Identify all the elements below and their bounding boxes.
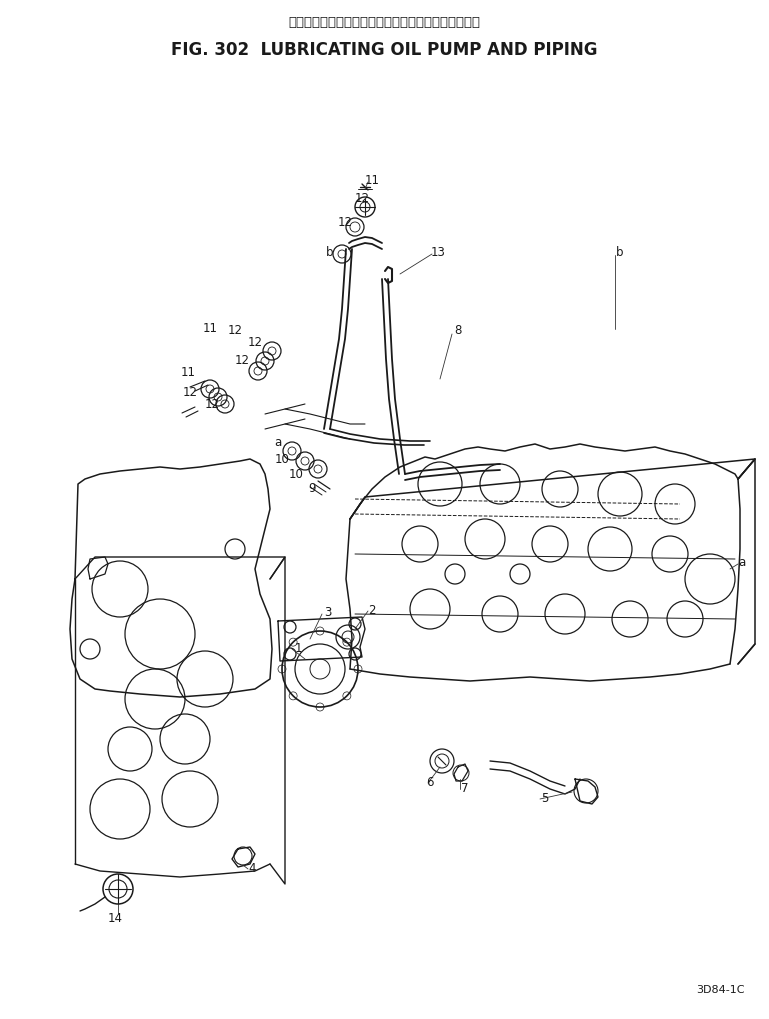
Text: 10: 10 [275,453,289,466]
Text: 3: 3 [325,605,331,618]
Text: 12: 12 [228,323,242,336]
Text: 8: 8 [454,323,461,336]
Text: 2: 2 [368,603,376,615]
Text: 9: 9 [308,481,316,494]
Text: 7: 7 [461,781,469,794]
Text: b: b [616,246,624,258]
Text: 6: 6 [426,774,434,788]
Text: 5: 5 [541,791,549,804]
Text: 11: 11 [181,365,195,378]
Text: 12: 12 [205,398,219,411]
Text: a: a [738,555,746,568]
Text: 12: 12 [182,385,198,398]
Text: 13: 13 [431,246,445,258]
Text: 10: 10 [288,467,304,480]
Text: FIG. 302  LUBRICATING OIL PUMP AND PIPING: FIG. 302 LUBRICATING OIL PUMP AND PIPING [171,41,598,59]
Text: b: b [326,246,334,258]
Text: 11: 11 [365,173,379,186]
Text: ルーブリケーティングオイルポンプおよびパイピング: ルーブリケーティングオイルポンプおよびパイピング [288,15,481,29]
Text: 14: 14 [108,911,122,923]
Text: 12: 12 [338,215,352,228]
Text: 1: 1 [295,641,301,654]
Text: 3D84-1C: 3D84-1C [697,984,745,994]
Text: 11: 11 [202,321,218,334]
Text: 12: 12 [235,354,249,366]
Text: 4: 4 [248,861,256,873]
Text: 12: 12 [248,335,262,348]
Text: a: a [275,435,281,448]
Text: 12: 12 [355,192,369,204]
